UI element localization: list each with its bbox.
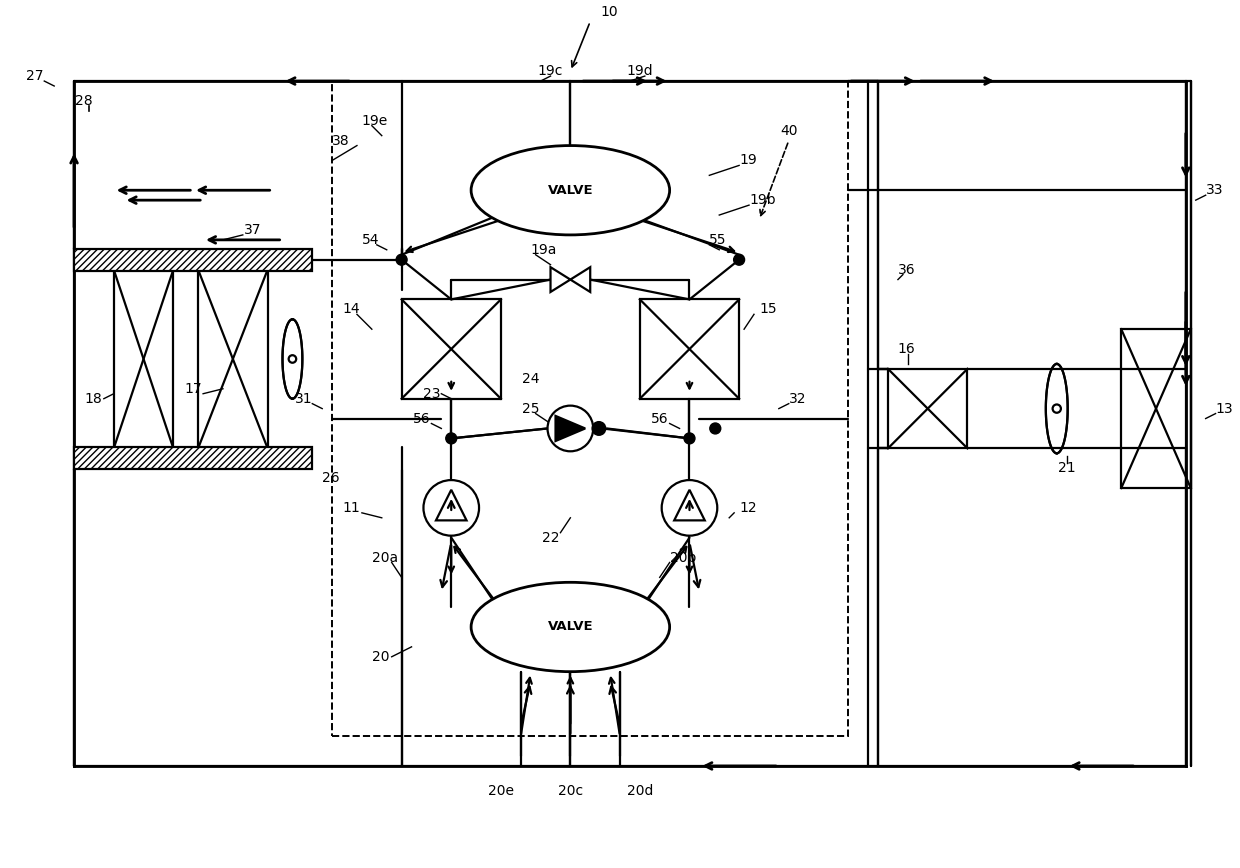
Text: 33: 33 — [1205, 183, 1223, 197]
Circle shape — [446, 433, 456, 444]
Text: 31: 31 — [295, 391, 312, 405]
Text: 19c: 19c — [538, 64, 563, 78]
Bar — [74, 447, 312, 470]
Text: 54: 54 — [362, 233, 379, 247]
Bar — [640, 299, 739, 398]
Circle shape — [396, 254, 407, 266]
Text: 19d: 19d — [626, 64, 653, 78]
Text: 26: 26 — [322, 471, 340, 485]
Ellipse shape — [471, 146, 670, 235]
Text: 20b: 20b — [670, 550, 696, 564]
Text: 40: 40 — [780, 123, 797, 138]
Circle shape — [734, 254, 744, 266]
Text: 38: 38 — [332, 134, 350, 148]
Bar — [74, 249, 312, 271]
Text: 15: 15 — [759, 302, 776, 316]
Text: 20d: 20d — [626, 784, 653, 798]
Text: 13: 13 — [1215, 402, 1234, 416]
Text: 21: 21 — [1058, 461, 1075, 475]
Bar — [1121, 329, 1190, 488]
Circle shape — [684, 433, 694, 444]
Text: 37: 37 — [244, 223, 262, 237]
Circle shape — [423, 480, 479, 536]
Text: 32: 32 — [789, 391, 806, 405]
Bar — [198, 270, 268, 448]
Text: 55: 55 — [709, 233, 727, 247]
Circle shape — [289, 355, 296, 363]
Text: 27: 27 — [26, 69, 43, 83]
Polygon shape — [551, 267, 570, 292]
Text: 56: 56 — [413, 411, 430, 425]
Text: 11: 11 — [342, 501, 360, 515]
Text: 12: 12 — [739, 501, 756, 515]
Polygon shape — [556, 416, 585, 441]
Text: VALVE: VALVE — [548, 621, 593, 634]
Text: 19e: 19e — [362, 114, 388, 128]
Bar — [402, 299, 501, 398]
Bar — [332, 81, 848, 736]
Text: 16: 16 — [898, 342, 915, 356]
Text: 28: 28 — [76, 94, 93, 108]
Text: 10: 10 — [600, 4, 618, 18]
Text: 22: 22 — [542, 530, 559, 544]
Text: VALVE: VALVE — [548, 184, 593, 197]
Polygon shape — [570, 267, 590, 292]
Text: 20e: 20e — [487, 784, 513, 798]
Circle shape — [662, 480, 717, 536]
Ellipse shape — [471, 582, 670, 672]
Circle shape — [594, 423, 604, 434]
Circle shape — [1053, 404, 1061, 413]
Text: 56: 56 — [651, 411, 668, 425]
Text: 20a: 20a — [372, 550, 398, 564]
Text: 23: 23 — [423, 387, 440, 401]
Text: 18: 18 — [84, 391, 102, 405]
Text: 14: 14 — [342, 302, 360, 316]
Text: 25: 25 — [522, 402, 539, 416]
Bar — [114, 270, 174, 448]
Bar — [888, 369, 967, 448]
Text: 20: 20 — [372, 650, 389, 664]
Text: 19: 19 — [739, 154, 756, 168]
Circle shape — [548, 405, 593, 451]
Text: 17: 17 — [185, 382, 202, 396]
Text: 19a: 19a — [531, 243, 557, 257]
Text: 36: 36 — [898, 263, 915, 277]
Circle shape — [709, 423, 720, 434]
Text: 20c: 20c — [558, 784, 583, 798]
Text: 24: 24 — [522, 372, 539, 386]
Circle shape — [593, 422, 605, 435]
Text: 19b: 19b — [749, 194, 776, 207]
